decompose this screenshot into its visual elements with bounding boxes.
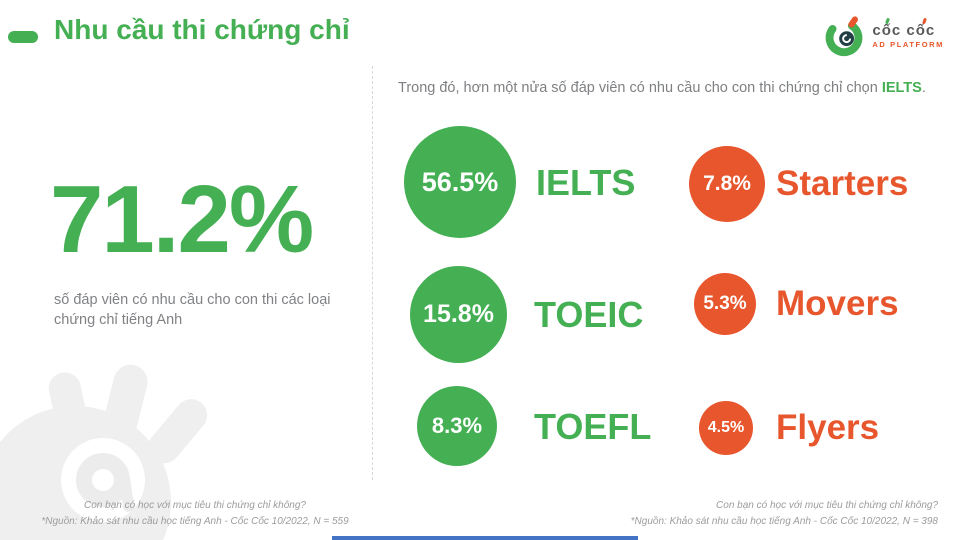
left-footnote-source: *Nguồn: Khảo sát nhu cầu học tiếng Anh -…	[41, 515, 349, 527]
bubble-toefl: 8.3%	[417, 386, 497, 466]
left-footnote-question: Con bạn có học với mục tiêu thi chứng ch…	[84, 500, 306, 511]
coccoc-logo-icon	[826, 16, 863, 57]
bubble-toeic: 15.8%	[410, 266, 507, 363]
bubble-starters: 7.8%	[689, 146, 765, 222]
page-title: Nhu cầu thi chứng chỉ	[54, 14, 350, 45]
bottom-bar	[332, 536, 638, 540]
section-divider	[372, 66, 373, 480]
bubble-label-starters: Starters	[776, 164, 909, 203]
bubble-flyers: 4.5%	[699, 401, 753, 455]
logo-subtitle: AD PLATFORM	[872, 40, 944, 50]
logo-brand: cốc cốc	[872, 22, 936, 40]
bubble-ielts: 56.5%	[404, 126, 516, 238]
intro-suffix: .	[921, 80, 926, 96]
coccoc-logo-text: cốc cốc AD PLATFORM	[872, 17, 944, 50]
bubble-movers: 5.3%	[694, 273, 756, 335]
title-dash	[8, 31, 38, 43]
left-footnote: Con bạn có học với mục tiêu thi chứng ch…	[30, 498, 360, 529]
right-footnote-question: Con bạn có học với mục tiêu thi chứng ch…	[716, 500, 938, 511]
bubble-label-toeic: TOEIC	[534, 294, 644, 335]
bubble-label-movers: Movers	[776, 284, 899, 323]
overall-stat-description: số đáp viên có nhu cầu cho con thi các l…	[54, 292, 331, 329]
bubble-label-ielts: IELTS	[536, 162, 636, 203]
right-footnote: Con bạn có học với mục tiêu thi chứng ch…	[578, 498, 938, 529]
intro-sentence: Trong đó, hơn một nửa số đáp viên có nhu…	[398, 80, 926, 96]
coccoc-logo: cốc cốc AD PLATFORM	[823, 15, 944, 57]
right-footnote-source: *Nguồn: Khảo sát nhu cầu học tiếng Anh -…	[630, 515, 938, 527]
overall-stat-value: 71.2%	[50, 166, 314, 273]
intro-prefix: Trong đó, hơn một nửa số đáp viên có nhu…	[398, 80, 882, 96]
bubble-label-flyers: Flyers	[776, 408, 880, 447]
intro-highlight-ielts: IELTS	[881, 80, 922, 96]
bubble-label-toefl: TOEFL	[534, 406, 652, 447]
